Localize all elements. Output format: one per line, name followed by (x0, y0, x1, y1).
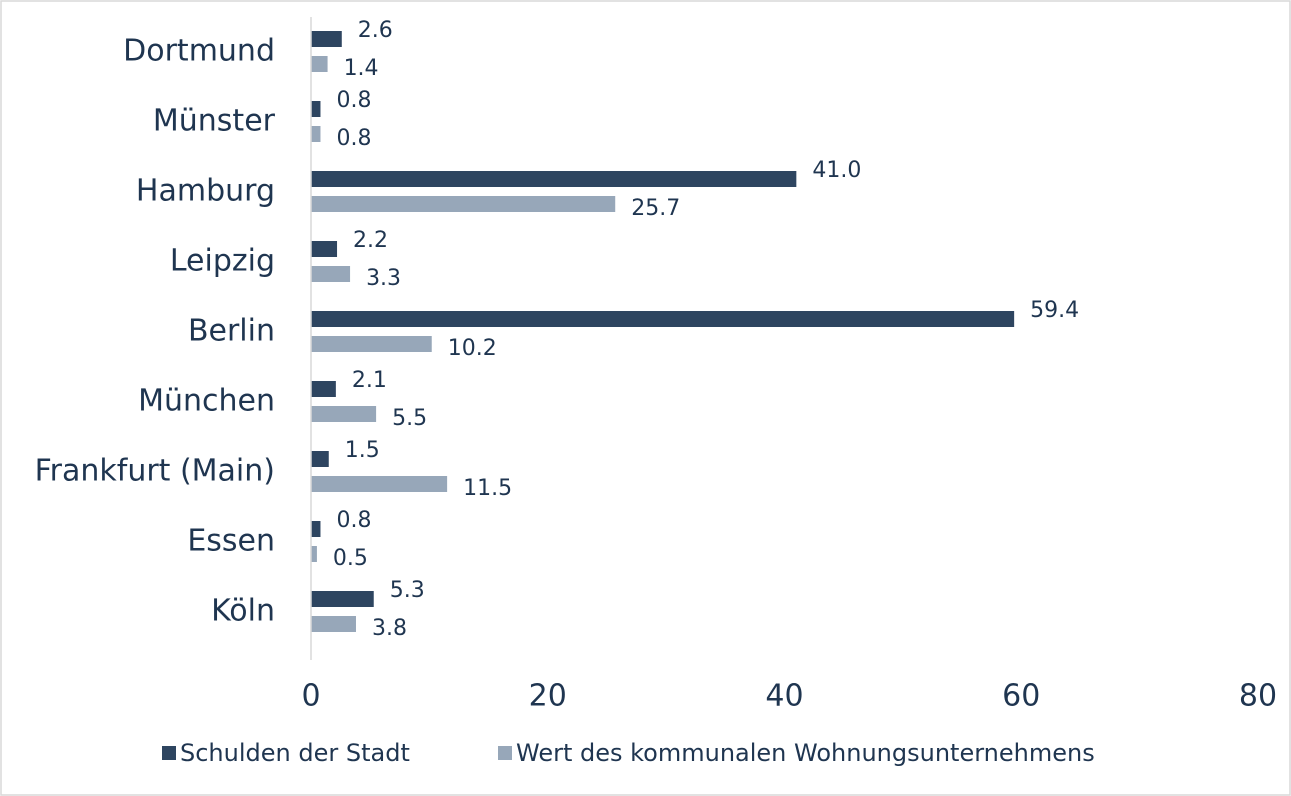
legend-label: Wert des kommunalen Wohnungsunternehmens (516, 739, 1095, 767)
value-label: 25.7 (631, 196, 680, 221)
value-label: 59.4 (1030, 298, 1079, 323)
y-tick-label: Leipzig (170, 244, 275, 279)
bar (311, 241, 338, 257)
x-tick-label: 40 (765, 679, 803, 714)
legend-swatch (162, 746, 176, 760)
value-label: 3.8 (372, 616, 407, 641)
value-label: 1.4 (344, 56, 379, 81)
value-label: 41.0 (812, 158, 861, 183)
legend-swatch (498, 746, 512, 760)
value-label: 3.3 (366, 266, 401, 291)
value-label: 0.5 (333, 546, 368, 571)
y-tick-label: Köln (211, 594, 275, 629)
y-tick-label: Frankfurt (Main) (35, 454, 275, 489)
x-tick-label: 80 (1239, 679, 1277, 714)
value-label: 10.2 (448, 336, 497, 361)
bar (311, 336, 432, 352)
bar (311, 126, 321, 142)
value-label: 1.5 (345, 438, 380, 463)
value-label: 0.8 (336, 88, 371, 113)
bar (311, 56, 328, 72)
x-tick-label: 60 (1002, 679, 1040, 714)
value-label: 0.8 (336, 508, 371, 533)
x-tick-label: 0 (301, 679, 320, 714)
bar (311, 591, 374, 607)
y-tick-label: München (138, 384, 275, 419)
value-label: 5.3 (390, 578, 425, 603)
bar (311, 616, 356, 632)
y-tick-label: Dortmund (123, 34, 275, 69)
value-label: 2.1 (352, 368, 387, 393)
value-label: 2.2 (353, 228, 388, 253)
y-tick-label: Berlin (188, 314, 275, 349)
bar (311, 266, 351, 282)
y-tick-label: Essen (187, 524, 275, 559)
bar (311, 196, 616, 212)
y-tick-label: Münster (153, 104, 276, 139)
bar (311, 406, 377, 422)
bar (311, 101, 321, 117)
bar (311, 171, 797, 187)
bar (311, 476, 448, 492)
value-label: 11.5 (463, 476, 512, 501)
bar (311, 546, 317, 562)
value-label: 2.6 (358, 18, 393, 43)
y-tick-label: Hamburg (136, 174, 275, 209)
bar (311, 451, 329, 467)
bar (311, 31, 342, 47)
x-tick-label: 20 (529, 679, 567, 714)
bar (311, 311, 1015, 327)
bar (311, 381, 336, 397)
value-label: 5.5 (392, 406, 427, 431)
bar (311, 521, 321, 537)
value-label: 0.8 (336, 126, 371, 151)
legend-label: Schulden der Stadt (180, 739, 410, 767)
